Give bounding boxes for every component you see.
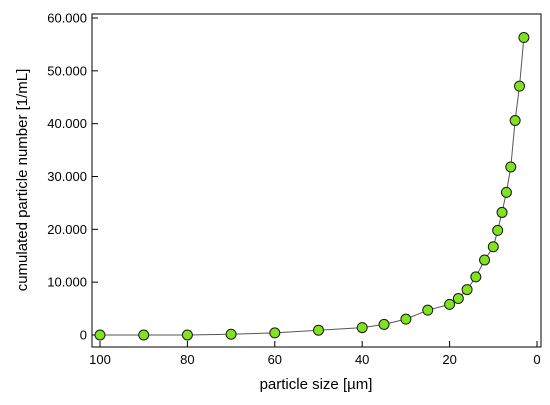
- data-point: [492, 224, 504, 236]
- data-point: [496, 206, 508, 218]
- data-point: [181, 329, 193, 341]
- y-tick-label: 50.000: [47, 63, 87, 78]
- data-point: [444, 298, 456, 310]
- plot-frame: [91, 13, 542, 348]
- data-point: [461, 284, 473, 296]
- data-point: [500, 186, 512, 198]
- y-tick-label: 20.000: [47, 222, 87, 237]
- data-point: [225, 328, 237, 340]
- y-tick-label: 30.000: [47, 169, 87, 184]
- y-axis-title: cumulated particle number [1/mL]: [14, 69, 31, 292]
- data-point: [487, 241, 499, 253]
- data-point: [94, 329, 106, 341]
- data-point: [509, 114, 521, 126]
- x-tick-label: 0: [533, 352, 540, 367]
- x-tick-label: 100: [89, 352, 111, 367]
- data-point: [479, 254, 491, 266]
- y-tick-label: 0: [80, 328, 87, 343]
- data-point: [313, 324, 324, 336]
- data-points: [94, 32, 530, 341]
- data-point: [470, 271, 482, 283]
- data-point: [400, 313, 412, 325]
- data-point: [514, 80, 526, 92]
- axes: [91, 13, 542, 348]
- data-point: [269, 327, 281, 339]
- x-axis-ticks: 100 80 60 40 20 0: [89, 341, 541, 367]
- x-tick-label: 40: [355, 352, 369, 367]
- y-tick-label: 60.000: [47, 11, 87, 26]
- data-point: [138, 329, 150, 341]
- data-point: [422, 304, 434, 316]
- x-tick-label: 20: [442, 352, 456, 367]
- series-line: [100, 37, 525, 336]
- y-axis-ticks: 0 10.000 20.000 30.000 40.000 50.000 60.000: [47, 11, 98, 343]
- x-tick-label: 80: [180, 352, 194, 367]
- data-point: [356, 322, 368, 334]
- x-tick-label: 60: [268, 352, 282, 367]
- y-tick-label: 10.000: [47, 275, 87, 290]
- data-point: [505, 161, 517, 173]
- data-point: [452, 293, 464, 305]
- data-point: [518, 32, 530, 44]
- y-tick-label: 40.000: [47, 116, 87, 131]
- x-axis-title: particle size [µm]: [260, 376, 373, 393]
- data-point: [378, 318, 390, 330]
